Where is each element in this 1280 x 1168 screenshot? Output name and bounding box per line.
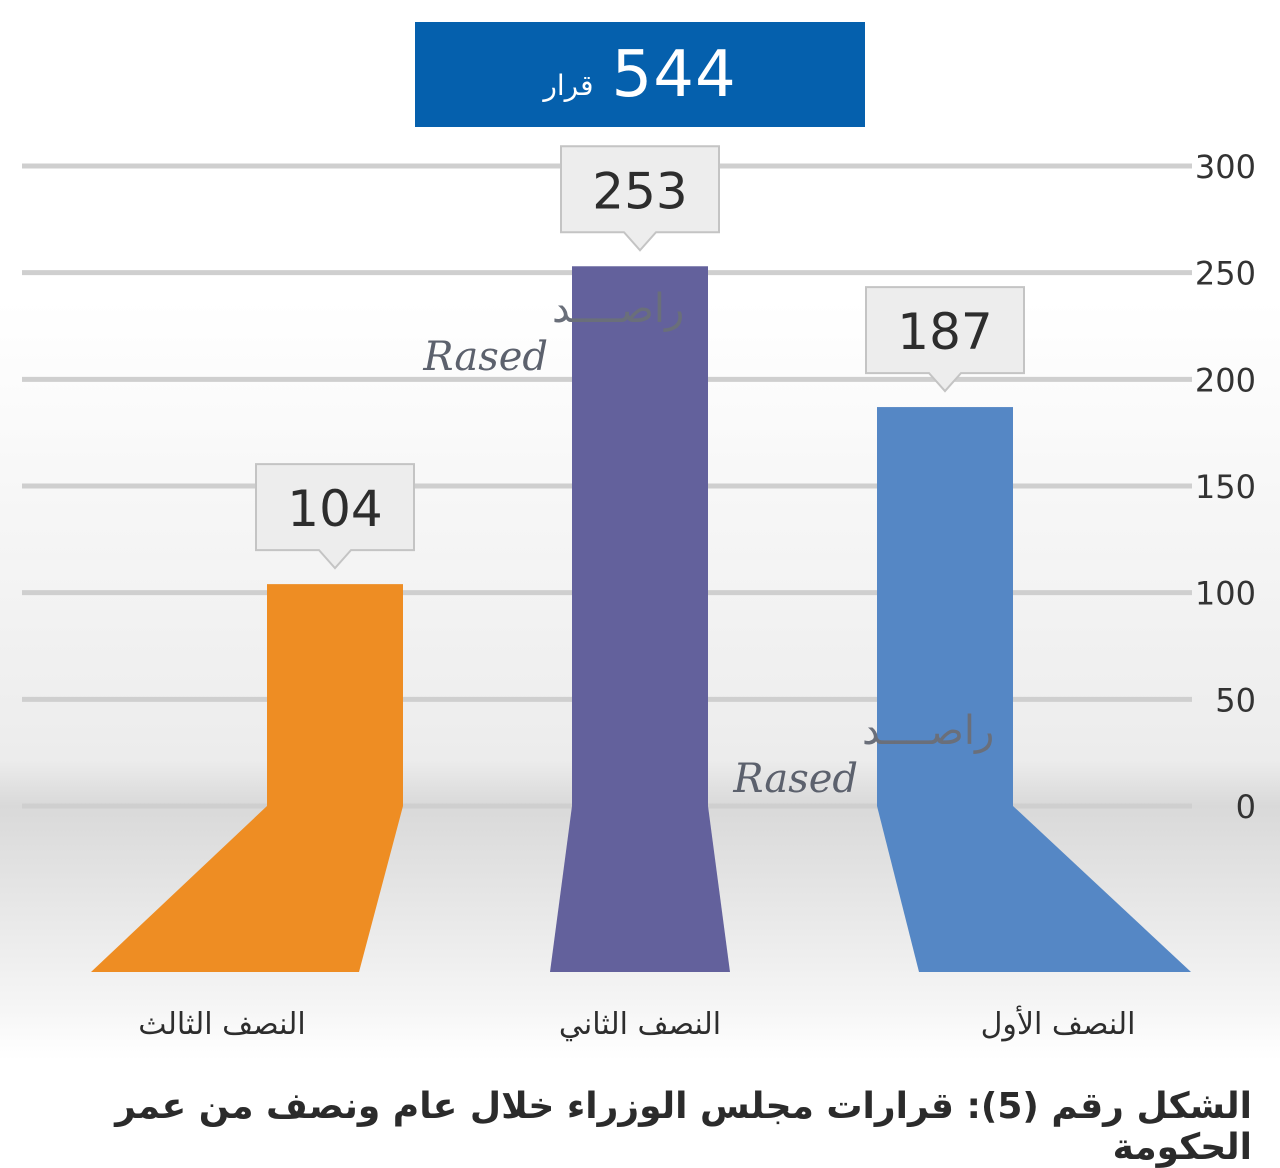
- y-tick-label: 300: [1195, 148, 1256, 186]
- y-tick-label: 50: [1215, 681, 1256, 719]
- x-tick-label: النصف الثالث: [138, 1007, 305, 1042]
- watermark-arabic: راصــــد: [862, 708, 994, 754]
- watermark-english: Rased: [422, 334, 548, 380]
- y-tick-label: 150: [1195, 468, 1256, 506]
- x-tick-label: النصف الثاني: [559, 1007, 721, 1042]
- y-tick-label: 0: [1236, 788, 1256, 826]
- bar-3: [877, 407, 1013, 806]
- callout-box: [560, 145, 720, 252]
- watermark-english: Rased: [732, 756, 858, 802]
- total-decisions-box: 544 قرار: [415, 22, 865, 127]
- value-callout-1: 104: [255, 463, 415, 570]
- data-label: 253: [592, 162, 687, 220]
- bar-floor-1: [91, 806, 403, 972]
- bar-floor-2: [550, 806, 730, 972]
- data-label: 104: [287, 480, 382, 538]
- y-tick-label: 100: [1195, 575, 1256, 613]
- value-callout-2: 253: [560, 145, 720, 252]
- y-tick-label: 200: [1195, 361, 1256, 399]
- total-value: 544: [611, 37, 737, 112]
- bar-1: [267, 584, 403, 806]
- watermark-arabic: راصــــد: [552, 286, 684, 332]
- figure-caption: الشكل رقم (5): قرارات مجلس الوزراء خلال …: [115, 1086, 1252, 1168]
- bar-2: [572, 266, 708, 806]
- data-label: 187: [897, 303, 992, 361]
- value-callout-3: 187: [865, 286, 1025, 393]
- y-tick-label: 250: [1195, 255, 1256, 293]
- bar-floor-3: [877, 806, 1191, 972]
- callout-box: [255, 463, 415, 570]
- total-unit: قرار: [543, 69, 594, 102]
- x-tick-label: النصف الأول: [981, 1004, 1136, 1042]
- callout-box: [865, 286, 1025, 393]
